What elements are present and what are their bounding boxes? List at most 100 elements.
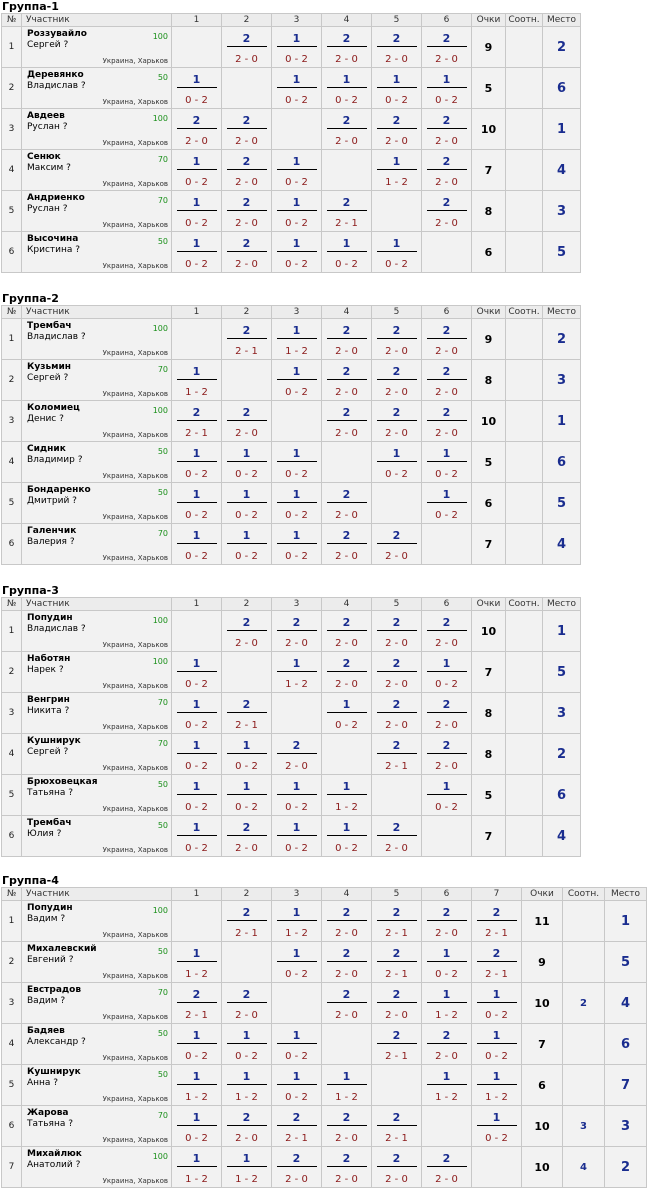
player-surname-link[interactable]: Кузьмин [27, 362, 72, 372]
player-number: 1 [1, 318, 22, 360]
player-surname-link[interactable]: Попудин [27, 903, 73, 913]
match-result-cell: 2 2 - 0 [321, 482, 372, 524]
result-divider [426, 1043, 467, 1044]
participant-cell: Сенюк Максим ? 70 Украина, Харьков [21, 149, 172, 191]
player-surname-link[interactable]: Галенчик [27, 526, 77, 536]
ratio-value: 2 [562, 982, 605, 1024]
result-divider [376, 87, 417, 88]
match-result-cell: 2 2 - 0 [371, 359, 422, 401]
match-result-cell: 1 1 - 2 [371, 149, 422, 191]
match-result-cell: 2 2 - 0 [371, 651, 422, 693]
place-value: 5 [542, 231, 581, 273]
result-divider [426, 420, 467, 421]
player-surname-link[interactable]: Евстрадов [27, 985, 82, 995]
player-row: 4 Бадяев Александр ? 50 Украина, Харьков 1 0 -… [1, 1023, 647, 1065]
player-city: Украина, Харьков [102, 846, 168, 854]
ratio-value: 3 [562, 1105, 605, 1147]
result-divider [326, 712, 367, 713]
player-surname-link[interactable]: Бадяев [27, 1026, 65, 1036]
player-city: Украина, Харьков [102, 682, 168, 690]
player-surname-link[interactable]: Трембач [27, 818, 72, 828]
player-surname-link[interactable]: Жарова [27, 1108, 69, 1118]
player-surname-link[interactable]: Сенюк [27, 152, 61, 162]
place-value: 4 [604, 982, 647, 1024]
column-header: Место [542, 597, 581, 611]
player-surname-link[interactable]: Коломиец [27, 403, 80, 413]
match-result-cell: 2 2 - 0 [371, 982, 422, 1024]
ratio-value [505, 67, 543, 109]
player-number: 2 [1, 651, 22, 693]
result-divider [426, 630, 467, 631]
player-surname-link[interactable]: Михайлюк [27, 1149, 82, 1159]
result-divider [326, 502, 367, 503]
match-score: 2 - 1 [385, 1051, 408, 1062]
match-points: 1 [442, 988, 451, 1001]
result-divider [276, 1125, 317, 1126]
player-surname-link[interactable]: Сидник [27, 444, 66, 454]
column-header: 6 [421, 13, 472, 27]
match-result-cell: 2 2 - 0 [171, 108, 222, 150]
match-result-cell: 2 2 - 1 [371, 900, 422, 942]
match-points: 2 [292, 1152, 301, 1165]
match-result-cell: 2 2 - 1 [371, 733, 422, 775]
match-score: 0 - 2 [335, 259, 358, 270]
match-score: 0 - 2 [185, 1133, 208, 1144]
player-surname-link[interactable]: Деревянко [27, 70, 84, 80]
player-surname-link[interactable]: Бондаренко [27, 485, 91, 495]
match-score: 2 - 0 [385, 638, 408, 649]
player-first-name: Сергей ? [27, 40, 69, 50]
player-surname-link[interactable]: Роззувайло [27, 29, 87, 39]
player-surname-link[interactable]: Попудин [27, 613, 73, 623]
match-result-cell: 2 2 - 1 [221, 900, 272, 942]
participant-cell: Галенчик Валерия ? 70 Украина, Харьков [21, 523, 172, 565]
player-rating: 100 [152, 114, 168, 123]
match-score: 0 - 2 [185, 679, 208, 690]
player-surname-link[interactable]: Наботян [27, 654, 71, 664]
player-city: Украина, Харьков [102, 262, 168, 270]
player-surname-link[interactable]: Венгрин [27, 695, 70, 705]
match-score: 0 - 2 [435, 95, 458, 106]
match-result-cell: 2 2 - 0 [421, 149, 472, 191]
player-surname-link[interactable]: Андриенко [27, 193, 85, 203]
player-surname-link[interactable]: Кушнирук [27, 736, 81, 746]
match-score: 2 - 0 [335, 1010, 358, 1021]
player-surname-link[interactable]: Михалевский [27, 944, 97, 954]
player-surname-link[interactable]: Брюховецкая [27, 777, 98, 787]
ratio-value [505, 692, 543, 734]
match-points: 1 [442, 947, 451, 960]
player-surname-link[interactable]: Авдеев [27, 111, 65, 121]
player-rating: 100 [152, 32, 168, 41]
player-surname-link[interactable]: Высочина [27, 234, 79, 244]
result-divider [376, 920, 417, 921]
player-row: 3 Евстрадов Вадим ? 70 Украина, Харьков 2 2 - … [1, 982, 647, 1024]
player-city: Украина, Харьков [102, 57, 168, 65]
result-divider [476, 1125, 517, 1126]
ratio-value [505, 441, 543, 483]
match-score: 2 - 0 [235, 259, 258, 270]
diagonal-cell [421, 1105, 472, 1147]
column-header: 2 [221, 887, 272, 901]
match-result-cell: 1 0 - 2 [171, 67, 222, 109]
player-first-name: Нарек ? [27, 665, 64, 675]
match-result-cell: 1 1 - 2 [271, 900, 322, 942]
player-surname-link[interactable]: Кушнирук [27, 1067, 81, 1077]
player-rating: 50 [157, 780, 168, 789]
match-result-cell: 1 0 - 2 [321, 67, 372, 109]
result-divider [326, 671, 367, 672]
player-surname-link[interactable]: Трембач [27, 321, 72, 331]
result-divider [276, 1166, 317, 1167]
result-divider [276, 920, 317, 921]
result-divider [376, 1166, 417, 1167]
player-first-name: Анатолий ? [27, 1160, 81, 1170]
result-divider [226, 712, 267, 713]
player-first-name: Валерия ? [27, 537, 75, 547]
match-score: 2 - 0 [335, 428, 358, 439]
total-points: 10 [471, 400, 506, 442]
result-divider [426, 1166, 467, 1167]
result-divider [276, 338, 317, 339]
match-points: 2 [442, 406, 451, 419]
ratio-value [505, 190, 543, 232]
match-result-cell: 2 2 - 1 [221, 692, 272, 734]
match-points: 2 [392, 821, 401, 834]
match-result-cell: 1 0 - 2 [421, 774, 472, 816]
